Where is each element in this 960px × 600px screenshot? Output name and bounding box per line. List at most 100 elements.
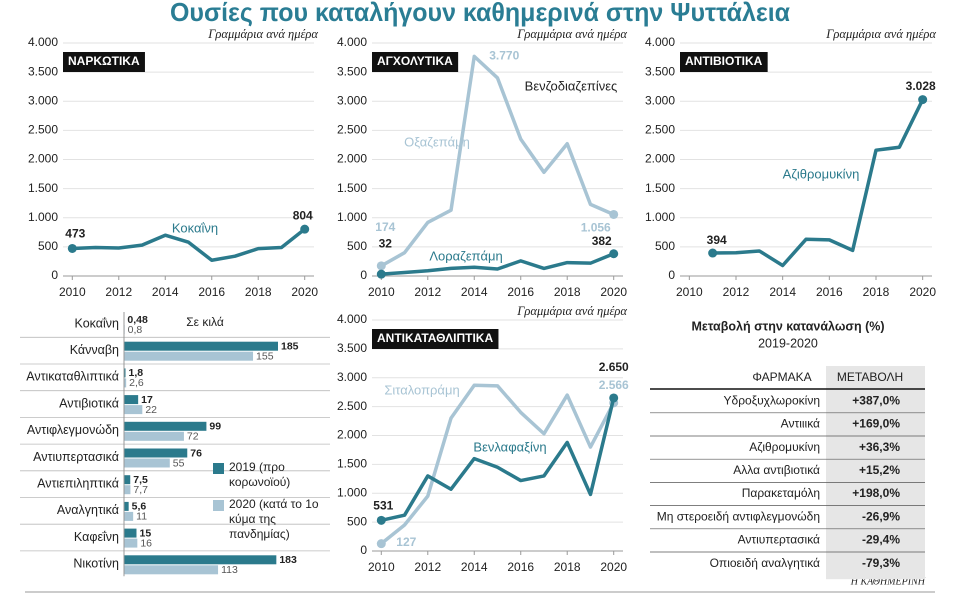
- value-label: 16: [140, 537, 152, 549]
- value-label: 1.056: [581, 221, 611, 235]
- x-tick-label: 2018: [863, 285, 890, 299]
- subtitle: Γραμμάρια ανά ημέρα: [207, 27, 318, 41]
- value-label: 32: [379, 236, 393, 250]
- series-name: Οξαζεπάμη: [404, 134, 470, 149]
- series-name: Λοραζεπάμη: [429, 248, 502, 263]
- series-name: Σιταλοπράμη: [384, 382, 459, 397]
- bar: [124, 475, 131, 485]
- chart-label: ΑΝΤΙΒΙΟΤΙΚΑ: [685, 54, 763, 68]
- legend-swatch: [213, 463, 224, 474]
- y-tick-label: 1.000: [337, 485, 367, 499]
- category-label: Κοκαΐνη: [75, 316, 119, 330]
- change-value: -29,4%: [862, 533, 900, 547]
- point: [376, 539, 386, 549]
- value-label: 804: [293, 208, 313, 222]
- value-label: 55: [173, 457, 185, 469]
- y-tick-label: 1.500: [28, 181, 58, 195]
- bar: [124, 421, 207, 431]
- chart-label-box: [372, 329, 499, 349]
- y-tick-label: 2.500: [28, 123, 58, 137]
- value-label: 0,48: [127, 314, 148, 326]
- bar: [124, 485, 131, 495]
- drug-name: Αντιιικά: [781, 417, 820, 431]
- category-label: Νικοτίνη: [73, 557, 119, 571]
- x-tick-label: 2012: [723, 285, 750, 299]
- series-line: [380, 54, 615, 268]
- value-label: 22: [145, 404, 157, 416]
- x-tick-label: 2014: [152, 285, 179, 299]
- value-label: 113: [221, 564, 238, 576]
- change-value: +15,2%: [859, 463, 900, 477]
- y-tick-label: 3.000: [337, 93, 367, 107]
- value-label: 0,8: [128, 324, 143, 336]
- y-tick-label: 1.500: [337, 181, 367, 195]
- value-label: 174: [375, 220, 395, 234]
- drug-name: Οπιοειδή αναλγητικά: [710, 556, 820, 570]
- category-label: Αναλγητικά: [57, 503, 119, 517]
- main-title: Ουσίες που καταλήγουν καθημερινά στην Ψυ…: [170, 0, 790, 27]
- bar: [124, 538, 138, 548]
- y-tick-label: 3.000: [337, 370, 367, 384]
- x-tick-label: 2020: [909, 285, 936, 299]
- chart-label: ΑΓΧΟΛΥΤΙΚΑ: [377, 54, 453, 68]
- chart-label-box: [372, 52, 459, 72]
- bar: [124, 395, 139, 405]
- y-tick-label: 4.000: [645, 35, 675, 49]
- subtitle: Γραμμάρια ανά ημέρα: [825, 27, 936, 41]
- category-label: Καφεΐνη: [74, 530, 119, 544]
- series-line: [380, 383, 616, 546]
- point: [708, 248, 718, 258]
- y-tick-label: 2.000: [337, 428, 367, 442]
- value-label: 2,6: [129, 377, 144, 389]
- source: Η ΚΑΘΗΜΕΡΙΝΗ: [850, 576, 926, 587]
- series-name: Βενλαφαξίνη: [473, 439, 546, 454]
- value-label: 394: [707, 233, 727, 247]
- y-tick-label: 2.500: [337, 123, 367, 137]
- bar: [124, 368, 126, 378]
- legend-swatch: [213, 500, 224, 511]
- y-tick-label: 4.000: [337, 35, 367, 49]
- series-line: [72, 227, 306, 263]
- series-name: Αζιθρομυκίνη: [783, 166, 860, 181]
- y-tick-label: 3.500: [337, 64, 367, 78]
- x-tick-label: 2012: [414, 560, 441, 574]
- chart-label-box: [63, 52, 145, 72]
- change-value: +387,0%: [852, 393, 900, 407]
- x-tick-label: 2010: [676, 285, 703, 299]
- point: [300, 224, 310, 234]
- bar: [124, 448, 188, 458]
- point: [609, 249, 619, 259]
- value-label: 1,8: [128, 367, 143, 379]
- value-label: 382: [592, 234, 612, 248]
- change-value: -79,3%: [862, 556, 900, 570]
- bar: [124, 378, 127, 388]
- column-header: ΦΑΡΜΑΚΑ: [752, 370, 811, 384]
- value-label: 155: [256, 350, 274, 362]
- series-line: [381, 252, 615, 276]
- subtitle: Σε κιλά: [186, 315, 224, 329]
- bar: [124, 501, 129, 511]
- y-tick-label: 3.500: [645, 64, 675, 78]
- point: [67, 243, 77, 253]
- x-tick-label: 2014: [461, 285, 488, 299]
- x-tick-label: 2010: [368, 285, 395, 299]
- category-label: Αντιεπιληπτικά: [37, 476, 119, 490]
- drug-name: Αζιθρομυκίνη: [749, 440, 820, 454]
- category-label: Κάνναβη: [70, 343, 119, 357]
- table-title: Μεταβολή στην κατανάλωση (%): [691, 319, 884, 333]
- value-label: 99: [209, 421, 221, 433]
- series-line: [712, 98, 925, 268]
- y-tick-label: 1.000: [28, 210, 58, 224]
- value-label: 72: [187, 431, 199, 443]
- y-tick-label: 3.500: [28, 64, 58, 78]
- y-tick-label: 1.000: [337, 210, 367, 224]
- bar: [124, 351, 254, 361]
- y-tick-label: 500: [347, 514, 367, 528]
- change-value: +198,0%: [852, 486, 900, 500]
- y-tick-label: 1.000: [645, 210, 675, 224]
- y-tick-label: 2.500: [645, 123, 675, 137]
- y-tick-label: 500: [347, 239, 367, 253]
- subtitle: Γραμμάρια ανά ημέρα: [516, 304, 627, 318]
